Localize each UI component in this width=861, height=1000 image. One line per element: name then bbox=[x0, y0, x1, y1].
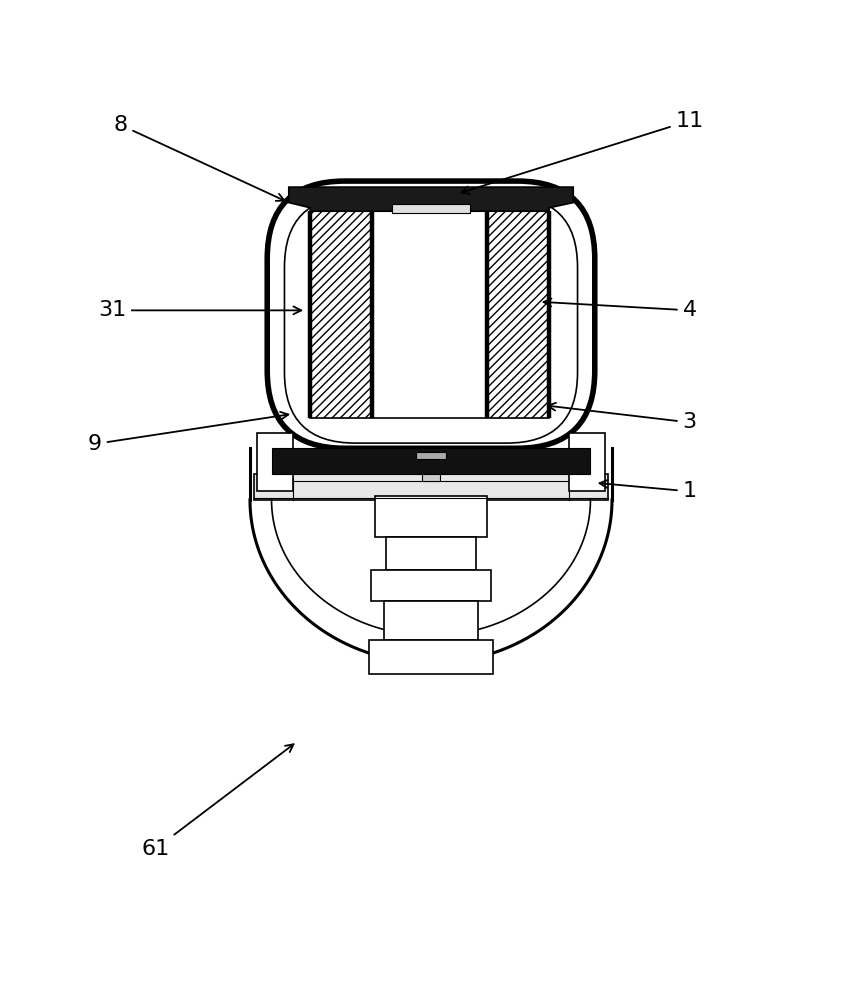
Bar bbox=[415, 452, 446, 459]
Bar bbox=[257, 433, 293, 491]
Bar bbox=[375, 496, 486, 537]
Bar bbox=[392, 204, 469, 213]
Text: 8: 8 bbox=[114, 115, 284, 201]
Polygon shape bbox=[288, 187, 573, 211]
Text: 11: 11 bbox=[461, 111, 703, 194]
Bar bbox=[272, 448, 589, 474]
Bar bbox=[568, 433, 604, 491]
Text: 31: 31 bbox=[98, 300, 300, 320]
Bar bbox=[421, 455, 440, 481]
Bar bbox=[310, 211, 372, 418]
Text: 4: 4 bbox=[543, 299, 696, 320]
Bar bbox=[372, 211, 486, 418]
Text: 1: 1 bbox=[599, 480, 696, 501]
FancyBboxPatch shape bbox=[267, 181, 594, 448]
Bar bbox=[386, 537, 475, 570]
Text: 61: 61 bbox=[141, 744, 294, 859]
Text: 9: 9 bbox=[88, 412, 288, 454]
Bar bbox=[254, 474, 607, 500]
Bar bbox=[486, 211, 548, 418]
Bar bbox=[383, 601, 478, 640]
Text: 3: 3 bbox=[548, 403, 696, 432]
Bar bbox=[370, 570, 491, 601]
Bar bbox=[369, 640, 492, 674]
